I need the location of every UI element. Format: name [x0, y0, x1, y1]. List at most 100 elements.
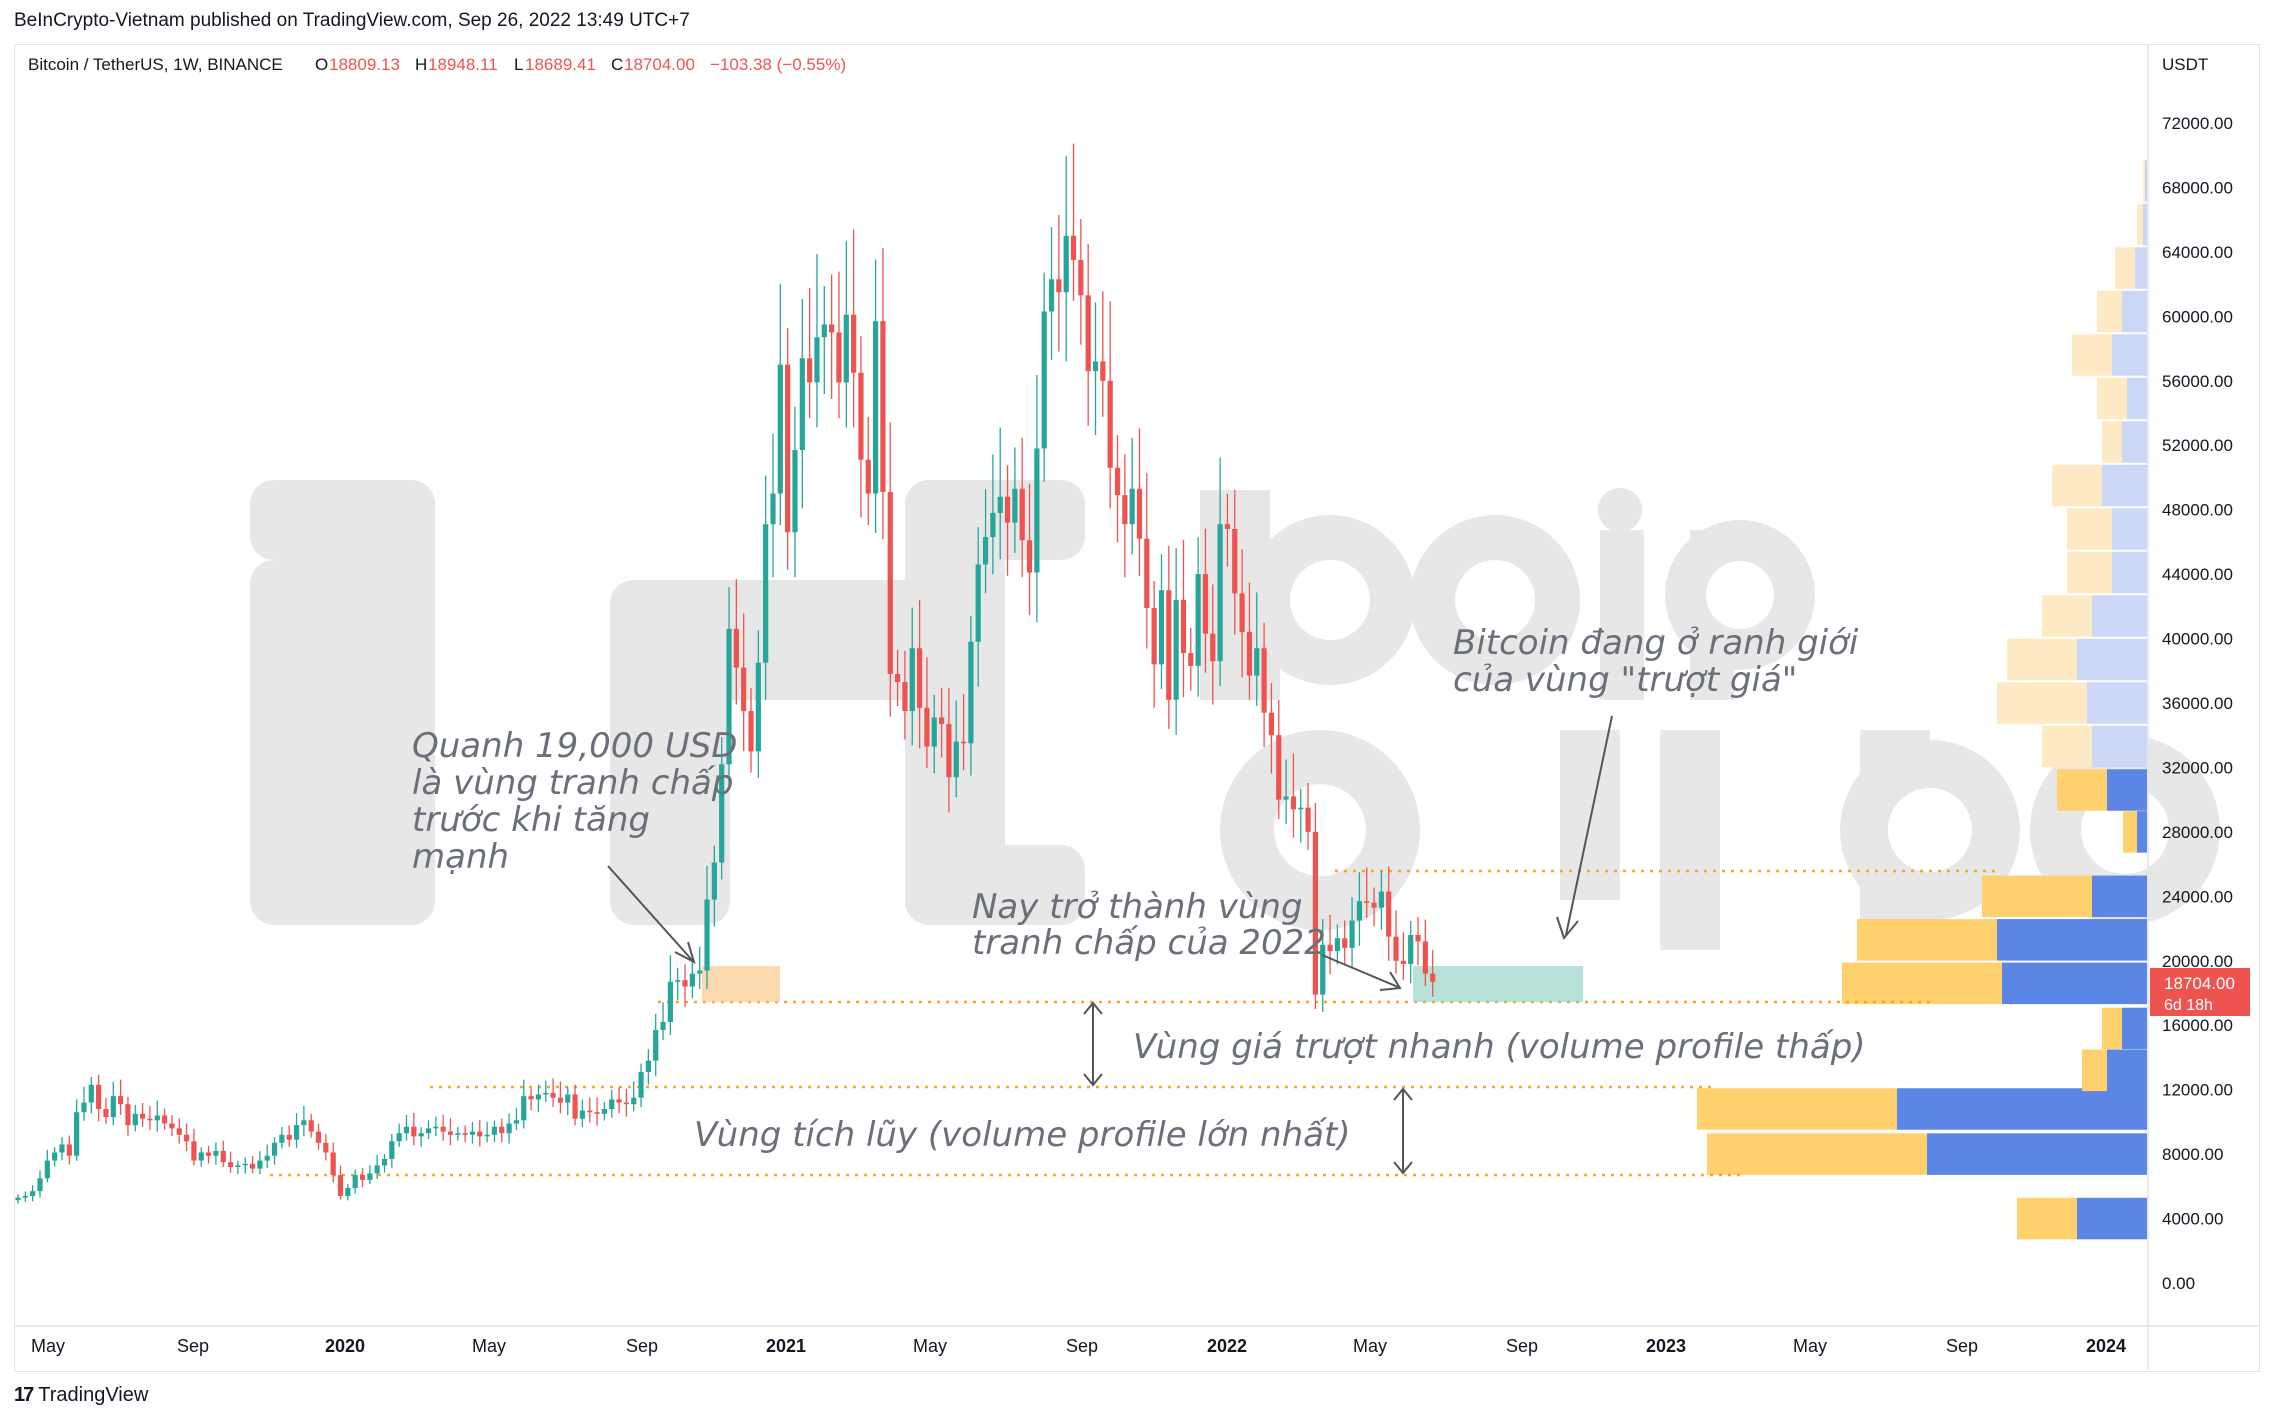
candle-body [865, 459, 871, 494]
svg-text:H: H [415, 55, 427, 74]
vp-bar-down [2122, 1007, 2147, 1050]
candle-body [660, 1022, 666, 1031]
vp-bar-up [2137, 203, 2143, 246]
current-price-value: 18704.00 [2164, 974, 2235, 993]
x-tick-label: 2021 [766, 1336, 806, 1356]
x-tick-label: Sep [626, 1336, 658, 1356]
candle-body [169, 1123, 175, 1129]
candle-body [352, 1175, 358, 1188]
candle-body [1063, 235, 1069, 293]
ohlc-open: 18809.13 [329, 55, 400, 74]
candle-body [719, 764, 725, 863]
candle-body [748, 711, 754, 752]
candle-body [374, 1165, 380, 1174]
candle-body [315, 1131, 322, 1143]
vp-bar-up [2057, 769, 2107, 811]
candle-body [44, 1160, 50, 1179]
candle-body [689, 973, 695, 987]
candle-body [477, 1131, 483, 1137]
vp-bar-up [2052, 464, 2102, 507]
candle-body [205, 1152, 212, 1156]
candle-body [1364, 901, 1370, 903]
middle-note-line-1: Nay trở thành vùng [972, 887, 1303, 927]
y-tick-label: 20000.00 [2162, 952, 2233, 971]
candle-body [1327, 944, 1333, 952]
candle-body [550, 1092, 556, 1098]
candle-body [704, 899, 710, 971]
candle-body [74, 1112, 80, 1156]
candle-body [968, 641, 974, 744]
tradingview-brand[interactable]: 17 TradingView [14, 1384, 148, 1407]
candle-body [418, 1133, 424, 1137]
vp-bar-down [2135, 247, 2147, 289]
candle-body [147, 1118, 153, 1121]
candle-body [359, 1175, 366, 1180]
candle-body [733, 628, 739, 668]
candle-body [755, 662, 761, 752]
candle-body [1224, 524, 1231, 529]
candle-body [140, 1113, 146, 1119]
candle-body [1254, 648, 1260, 676]
candle-body [836, 332, 842, 383]
vp-bar-up [1982, 875, 2092, 918]
svg-text:L: L [514, 55, 523, 74]
candle-body [367, 1173, 373, 1180]
x-tick-label: Sep [1506, 1336, 1538, 1356]
ohlc-close: 18704.00 [624, 55, 695, 74]
candle-body [191, 1141, 197, 1161]
candle-body [1180, 599, 1187, 654]
candle-body [279, 1134, 285, 1143]
ohlc-low: 18689.41 [525, 55, 596, 74]
candle-body [264, 1155, 270, 1161]
candle-body [579, 1110, 586, 1119]
vp-bar-up [2007, 638, 2077, 681]
candle-body [271, 1142, 278, 1156]
right-note-line-1: Bitcoin đang ở ranh giới [1453, 623, 1859, 663]
y-tick-label: 64000.00 [2162, 243, 2233, 262]
candle-body [1268, 712, 1275, 736]
candle-body [960, 741, 967, 744]
candle-body [96, 1084, 102, 1109]
vp-bar-down [2002, 962, 2147, 1005]
current-price-label: 18704.00 6d 18h [2150, 968, 2250, 1016]
candle-body [565, 1094, 571, 1103]
candle-body [59, 1144, 65, 1153]
x-axis: May Sep 2020 May Sep 2021 May Sep 2022 May Sep 2023… [31, 1336, 2126, 1356]
candle-body [1393, 936, 1399, 961]
candle-body [396, 1133, 402, 1142]
candle-body [653, 1030, 659, 1061]
candle-body [623, 1102, 629, 1105]
middle-note-line-2: tranh chấp của 2022 [972, 923, 1326, 963]
x-tick-label: May [1353, 1336, 1387, 1356]
y-tick-label: 36000.00 [2162, 694, 2233, 713]
candle-body [887, 491, 893, 674]
vp-bar-down [2077, 638, 2147, 681]
ohlc-change: −103.38 (−0.55%) [710, 55, 846, 74]
vp-bar-down [2077, 1197, 2147, 1240]
candle-body [1334, 938, 1340, 952]
candle-body [1305, 807, 1311, 832]
vp-bar-up [2042, 725, 2092, 768]
candle-body [938, 717, 945, 724]
candle-body [572, 1094, 578, 1119]
candle-body [1246, 632, 1253, 676]
x-tick-label: Sep [177, 1336, 209, 1356]
candle-body [37, 1178, 43, 1192]
candle-body [66, 1144, 72, 1156]
candle-body [1356, 901, 1362, 921]
candle-body [711, 862, 717, 900]
band-fast-label: Vùng giá trượt nhanh (volume profile thấ… [1133, 1027, 1866, 1067]
key-levels [270, 869, 2000, 1177]
candle-body [1136, 488, 1143, 539]
candle-body [1158, 590, 1165, 665]
candle-body [1276, 735, 1282, 800]
candle-body [433, 1126, 439, 1129]
candle-body [440, 1126, 446, 1132]
chart-frame [14, 44, 2260, 1372]
candle-body [15, 1197, 21, 1201]
candle-body [1210, 633, 1216, 662]
ohlc-high: 18948.11 [428, 55, 498, 74]
candle-body [491, 1126, 498, 1135]
left-note-line-3: trước khi tăng [412, 800, 650, 840]
